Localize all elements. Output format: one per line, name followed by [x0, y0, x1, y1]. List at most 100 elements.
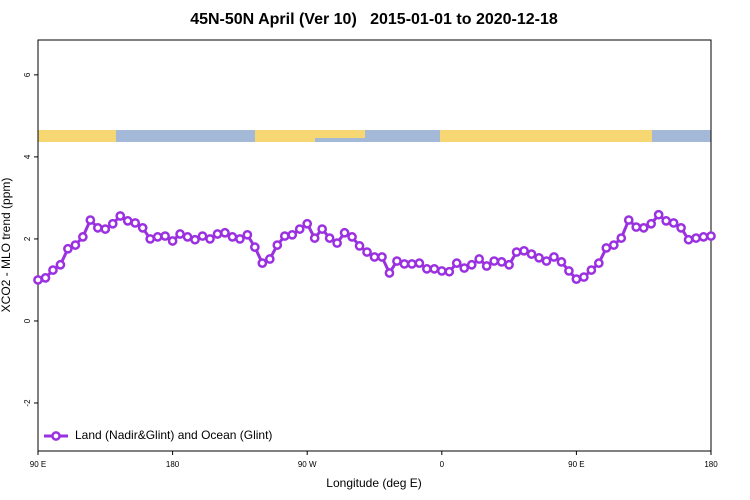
data-point: [631, 222, 642, 232]
data-point: [474, 254, 485, 264]
data-point: [309, 233, 320, 243]
land-strip: [315, 130, 365, 138]
data-point: [683, 234, 694, 245]
data-point: [593, 258, 604, 268]
data-point: [48, 265, 58, 275]
y-tick-label: 2: [23, 236, 32, 241]
x-tick-label: 90 W: [298, 460, 317, 469]
data-point: [481, 261, 492, 271]
legend: Land (Nadir&Glint) and Ocean (Glint): [44, 428, 272, 442]
data-point: [55, 259, 66, 270]
data-point: [302, 218, 313, 229]
data-point: [421, 264, 432, 274]
data-point: [549, 252, 559, 262]
data-point: [85, 215, 96, 225]
data-point: [571, 274, 582, 284]
data-point: [197, 231, 208, 241]
data-point: [698, 232, 709, 242]
data-point: [556, 257, 567, 267]
land-strip: [255, 130, 315, 142]
data-point: [354, 241, 365, 251]
data-point: [242, 229, 253, 240]
land-strip: [38, 130, 116, 142]
data-point: [339, 227, 350, 238]
data-point: [706, 231, 716, 241]
data-point: [92, 223, 103, 233]
x-tick-label: 180: [166, 460, 180, 469]
data-point: [668, 218, 679, 228]
data-point: [272, 240, 283, 250]
data-point: [205, 234, 215, 244]
data-point: [646, 218, 657, 229]
data-point: [399, 259, 410, 269]
data-point: [504, 259, 514, 270]
data-point: [137, 223, 148, 233]
data-point: [40, 273, 51, 283]
data-point: [70, 240, 81, 250]
data-point: [496, 257, 507, 267]
data-point: [429, 264, 440, 274]
x-axis-label: Longitude (deg E): [326, 476, 421, 490]
data-point: [250, 242, 260, 252]
data-point: [227, 232, 238, 242]
data-point: [384, 268, 395, 278]
data-point: [541, 256, 552, 266]
data-point: [564, 266, 574, 276]
data-point: [190, 234, 200, 245]
data-point: [33, 275, 43, 285]
y-axis-label: XCO2 - MLO trend (ppm): [0, 178, 13, 313]
data-point: [623, 215, 634, 225]
data-point: [451, 258, 462, 268]
data-point: [130, 218, 141, 228]
data-point: [167, 236, 178, 246]
data-point: [601, 243, 612, 253]
y-tick-label: 4: [23, 154, 32, 159]
data-point: [182, 232, 193, 242]
legend-label: Land (Nadir&Glint) and Ocean (Glint): [75, 428, 272, 442]
data-point: [392, 256, 402, 266]
data-point: [317, 224, 328, 234]
data-point: [63, 243, 73, 254]
data-point: [152, 232, 163, 242]
data-point: [691, 233, 701, 243]
plot-frame: [37, 39, 712, 452]
data-point: [362, 247, 372, 257]
data-point: [661, 216, 671, 226]
data-point: [653, 209, 664, 220]
data-point: [175, 229, 185, 239]
data-point: [287, 229, 298, 240]
legend-marker: [51, 431, 61, 441]
data-point: [279, 231, 290, 241]
data-point: [414, 258, 425, 268]
data-point: [676, 223, 686, 233]
data-point: [466, 259, 477, 270]
x-tick-label: 0: [440, 460, 445, 469]
data-point: [235, 234, 245, 244]
chart-title: 45N-50N April (Ver 10) 2015-01-01 to 202…: [190, 11, 558, 28]
x-tick-label: 180: [704, 460, 718, 469]
data-point: [586, 265, 597, 275]
data-point: [145, 234, 156, 244]
data-point: [377, 252, 387, 262]
data-point: [407, 259, 417, 269]
data-point: [100, 224, 111, 234]
data-point: [579, 272, 589, 282]
land-strip: [440, 130, 652, 142]
data-point: [608, 240, 619, 250]
data-point: [436, 266, 447, 276]
data-point: [369, 252, 380, 262]
data-point: [212, 229, 223, 239]
data-point: [526, 249, 537, 259]
data-point: [534, 252, 544, 263]
data-point: [638, 223, 649, 233]
y-tick-label: 0: [23, 318, 32, 323]
data-point: [78, 232, 88, 242]
data-point: [616, 233, 627, 243]
x-tick-label: 90 E: [30, 460, 46, 469]
data-point: [160, 231, 170, 241]
data-point: [511, 247, 522, 257]
y-tick-label: 6: [23, 72, 32, 77]
data-point: [220, 227, 230, 238]
data-point: [324, 233, 335, 243]
